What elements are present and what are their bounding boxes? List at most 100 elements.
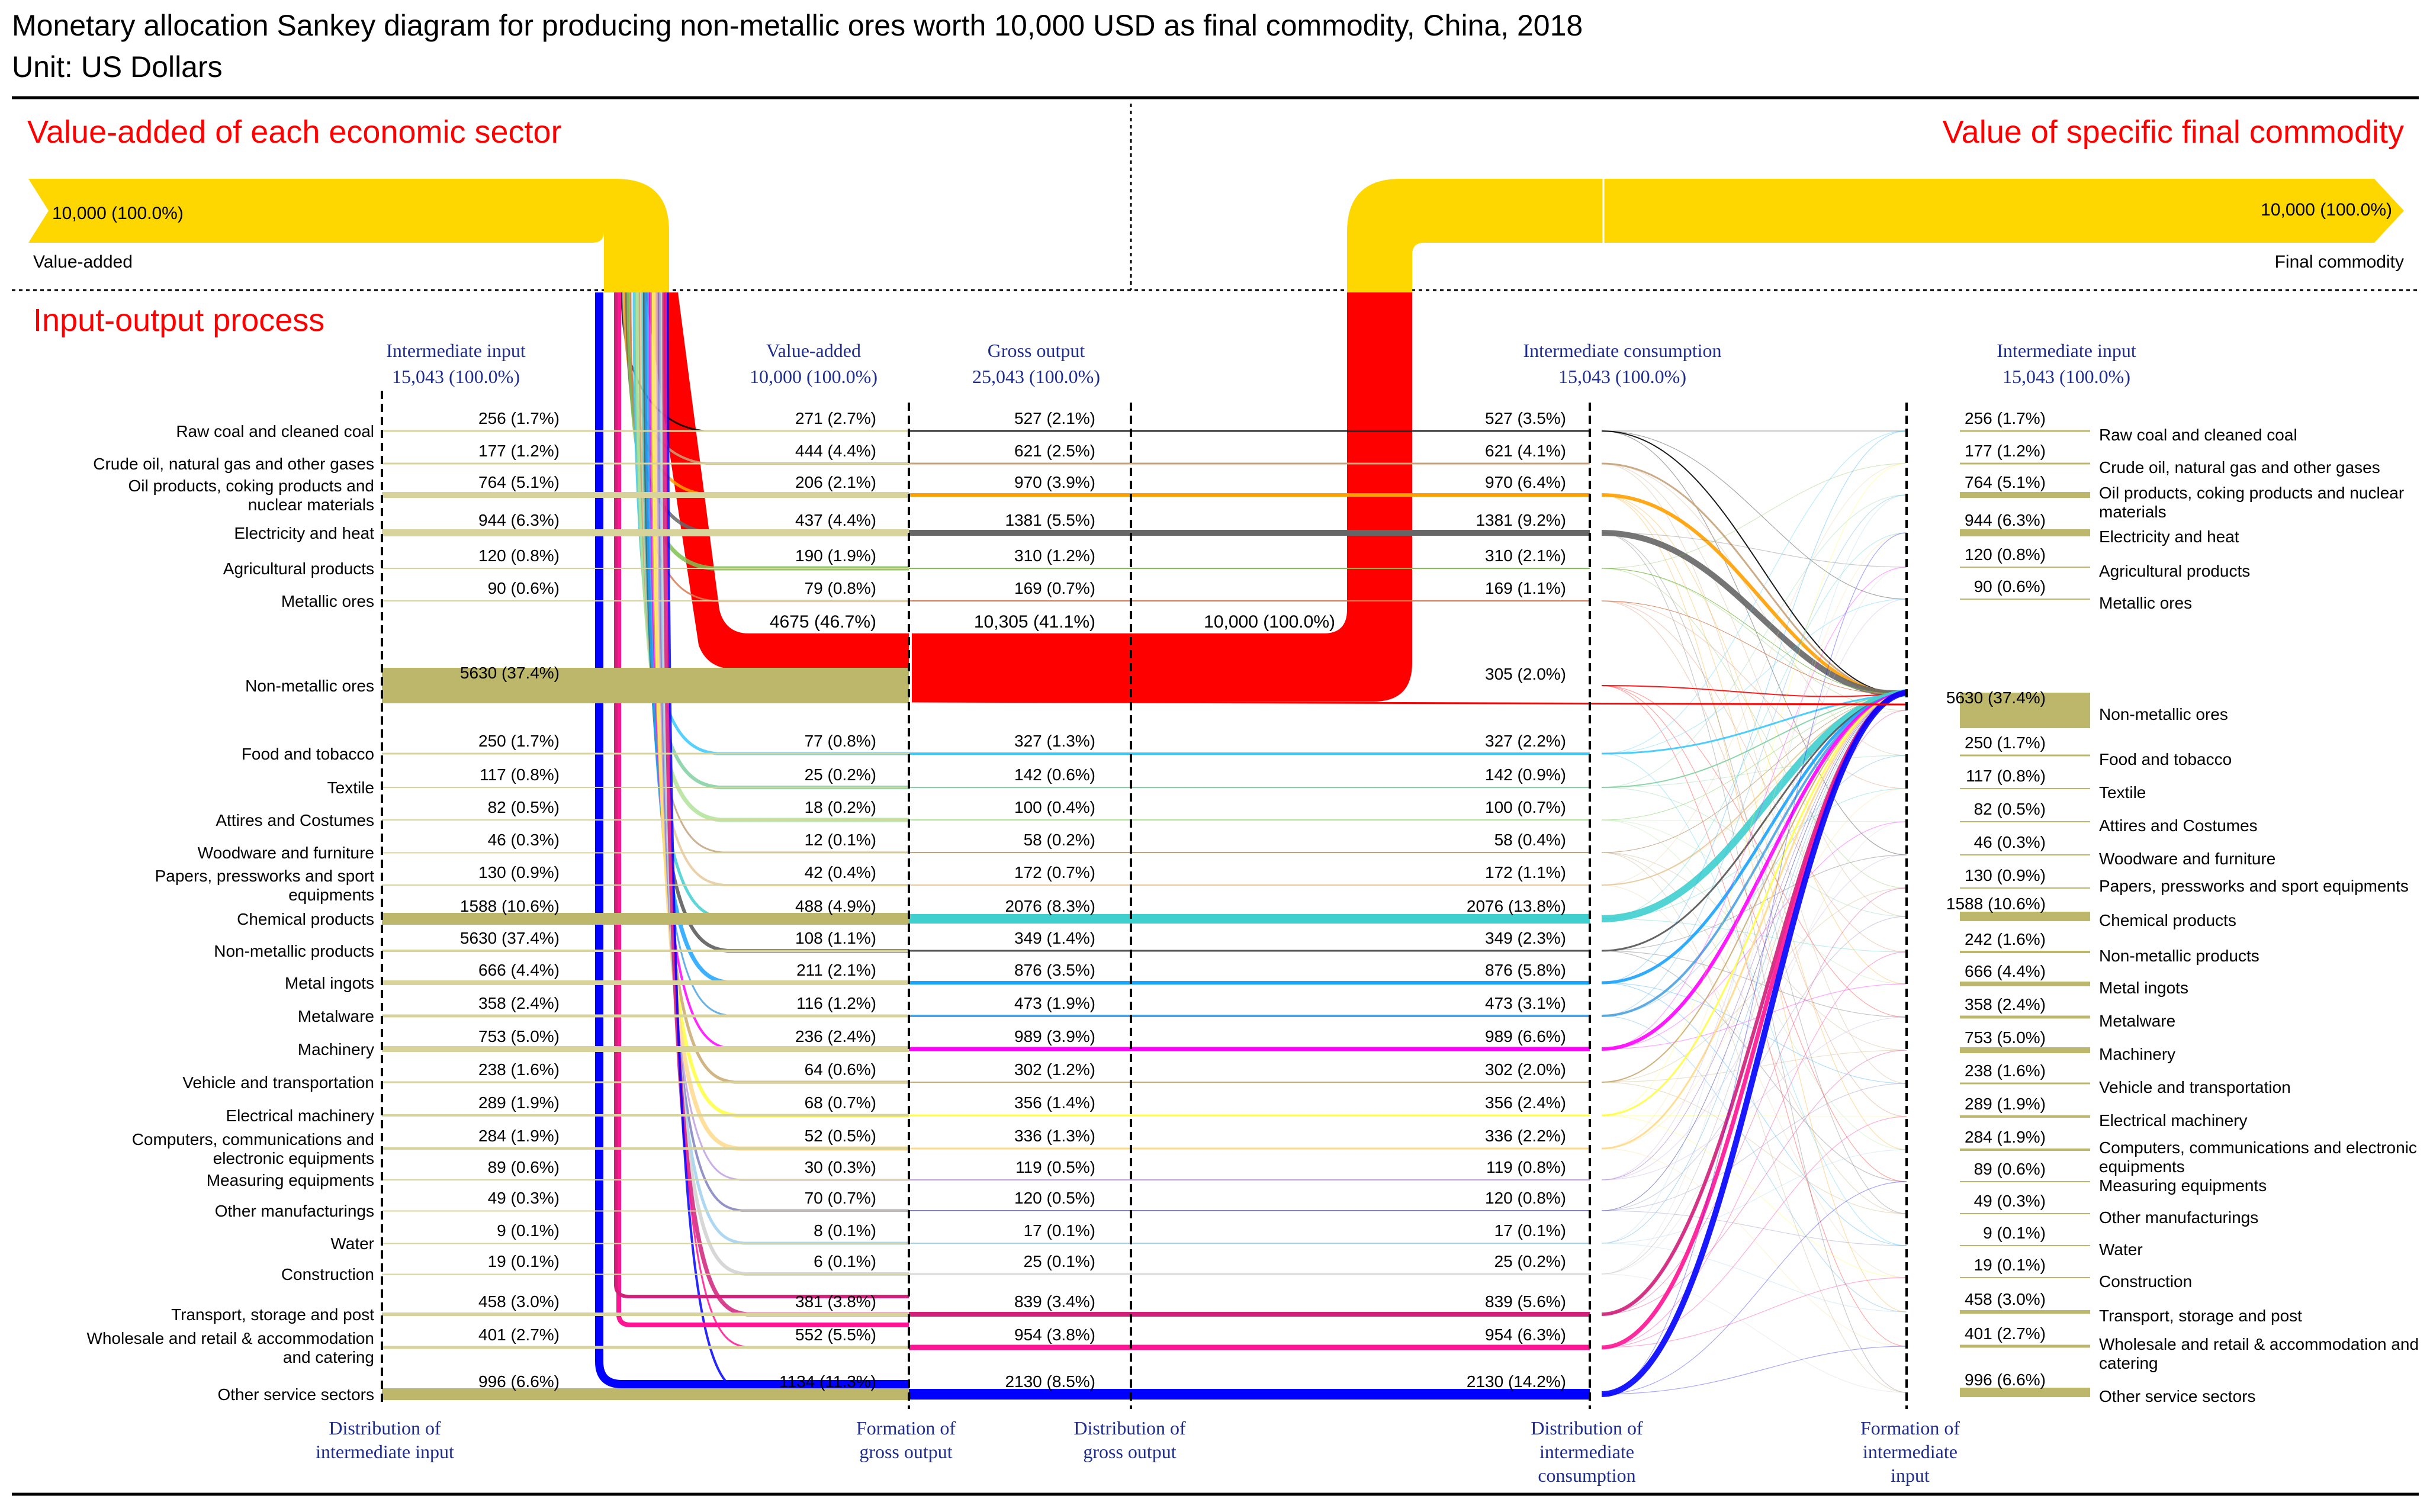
ii-node-20 (382, 1179, 909, 1180)
ic-cross-21-2 (1601, 1210, 1907, 1246)
ic-cross-14-2 (1601, 430, 1907, 983)
ii-right-value-20: 89 (0.6%) (1974, 1160, 2046, 1178)
ii-right-node-20 (1960, 1181, 2090, 1182)
sector-name-right-11: Papers, pressworks and sport equipments (2099, 877, 2409, 895)
sector-name-left-20: Measuring equipments (207, 1171, 374, 1189)
sector-name-left-22: Water (330, 1234, 374, 1253)
ii-value-11: 130 (0.9%) (478, 863, 560, 882)
ic-cross-22-2 (1601, 494, 1907, 1244)
ii-right-node-25 (1960, 1344, 2090, 1348)
ic-cross-19-0 (1601, 1148, 1907, 1347)
ii-right-value-19: 284 (1.9%) (1965, 1128, 2046, 1146)
ic-value-18: 356 (2.4%) (1485, 1093, 1566, 1112)
sector-name-right-22: Water (2099, 1240, 2143, 1259)
ic-cross-13-2 (1601, 950, 1907, 1182)
ic-cross-25-2 (1601, 1277, 1907, 1348)
go-value-10: 58 (0.2%) (1024, 831, 1095, 849)
ic-cross-15-0 (1601, 1015, 1907, 1312)
ic-to-nmo-2 (1601, 493, 1907, 695)
ii-value-8: 117 (0.8%) (480, 765, 560, 784)
fc-top-value: 10,000 (100.0%) (2261, 200, 2392, 220)
ic-cross-11-1 (1601, 463, 1907, 886)
va-value-23: 6 (0.1%) (814, 1252, 876, 1270)
ic-value-20: 119 (0.8%) (1486, 1158, 1566, 1176)
sector-name-left-4: Agricultural products (223, 559, 374, 578)
ii-node-7 (382, 752, 909, 755)
ii-right-node-10 (1960, 854, 2090, 855)
ic-cross-13-1 (1601, 950, 1907, 1018)
ic-to-nmo-7 (1601, 691, 1907, 755)
ic-cross-19-1 (1601, 532, 1907, 1149)
ic-value-26: 2130 (14.2%) (1467, 1372, 1566, 1391)
ic-value-0: 527 (3.5%) (1485, 409, 1566, 427)
ic-to-nmo-19 (1601, 691, 1907, 1150)
go-value-0: 527 (2.1%) (1014, 409, 1095, 427)
ic-value-13: 349 (2.3%) (1485, 929, 1566, 947)
va-value-21: 70 (0.7%) (805, 1189, 876, 1207)
ii-right-value-16: 753 (5.0%) (1965, 1028, 2046, 1047)
ic-cross-24-2 (1601, 1050, 1907, 1315)
sector-name-left-17: Vehicle and transportation (182, 1073, 374, 1092)
ic-cross-16-0 (1601, 567, 1907, 1050)
ic-value-23: 25 (0.2%) (1494, 1252, 1566, 1270)
ii-node-17 (382, 1081, 909, 1083)
ic-to-nmo-4 (1601, 568, 1907, 694)
sector-name-right-13: Non-metallic products (2099, 947, 2259, 965)
va-value-15: 116 (1.2%) (796, 994, 876, 1012)
va-value-9: 18 (0.2%) (805, 798, 876, 816)
ic-value-19: 336 (2.2%) (1485, 1127, 1566, 1145)
ii-node-14 (382, 980, 909, 985)
va-value-2: 206 (2.1%) (795, 473, 876, 491)
ii-right-value-6: 5630 (37.4%) (1946, 689, 2046, 707)
ii-value-15: 358 (2.4%) (478, 994, 560, 1012)
ii-right-value-26: 996 (6.6%) (1965, 1371, 2046, 1389)
ic-cross-22-1 (1601, 1243, 1907, 1312)
ic-to-nmo-18 (1601, 691, 1907, 1117)
go-value-14: 876 (3.5%) (1014, 961, 1095, 979)
ic-value-6: 305 (2.0%) (1485, 665, 1566, 683)
ii-value-24: 458 (3.0%) (478, 1292, 560, 1311)
ii-right-node-22 (1960, 1245, 2090, 1246)
sector-name-right-18: Electrical machinery (2099, 1111, 2248, 1130)
ic-cross-7-1 (1601, 430, 1907, 754)
ii-node-1 (382, 462, 909, 465)
header-intermediate-consumption: Intermediate consumption 15,043 (100.0%) (1523, 340, 1722, 387)
go-value-20: 119 (0.5%) (1015, 1158, 1095, 1176)
sector-name-left-19: Computers, communications and electronic … (132, 1130, 374, 1167)
ii-node-16 (382, 1046, 909, 1052)
sector-name-left-6: Non-metallic ores (245, 677, 374, 695)
ii-node-6 (382, 668, 909, 703)
ii-right-value-15: 358 (2.4%) (1965, 995, 2046, 1014)
go-value-9: 100 (0.4%) (1014, 798, 1095, 816)
sector-name-right-26: Other service sectors (2099, 1387, 2256, 1405)
go-value-4: 310 (1.2%) (1014, 546, 1095, 565)
ii-value-10: 46 (0.3%) (488, 831, 560, 849)
ic-value-24: 839 (5.6%) (1485, 1292, 1566, 1311)
ii-right-node-18 (1960, 1115, 2090, 1118)
ii-node-12 (382, 913, 909, 925)
sector-name-left-3: Electricity and heat (234, 524, 374, 542)
ic-cross-26-0 (1601, 1181, 1907, 1395)
va-flow-20 (656, 292, 909, 1181)
ic-cross-23-1 (1601, 567, 1907, 1275)
ic-cross-16-2 (1601, 983, 1907, 1050)
section-io-process: Input-output process (33, 303, 325, 338)
ic-cross-24-1 (1601, 887, 1907, 1315)
ii-right-value-17: 238 (1.6%) (1965, 1061, 2046, 1080)
ic-cross-25-0 (1601, 951, 1907, 1348)
ii-value-2: 764 (5.1%) (478, 473, 560, 491)
ic-cross-1-2 (1601, 463, 1907, 1084)
nmo-va-label: 4675 (46.7%) (770, 612, 876, 632)
sector-name-left-10: Woodware and furniture (198, 844, 374, 862)
sector-name-right-14: Metal ingots (2099, 979, 2188, 997)
header-gross-output: Gross output 25,043 (100.0%) (972, 340, 1100, 387)
ii-right-node-8 (1960, 788, 2090, 789)
va-value-7: 77 (0.8%) (805, 732, 876, 750)
red-go-flow (912, 292, 1412, 702)
ic-cross-12-1 (1601, 788, 1907, 919)
footer-formation-gross-output: Formation of gross output (856, 1417, 956, 1462)
ii-value-9: 82 (0.5%) (488, 798, 560, 816)
ic-value-4: 310 (2.1%) (1485, 546, 1566, 565)
